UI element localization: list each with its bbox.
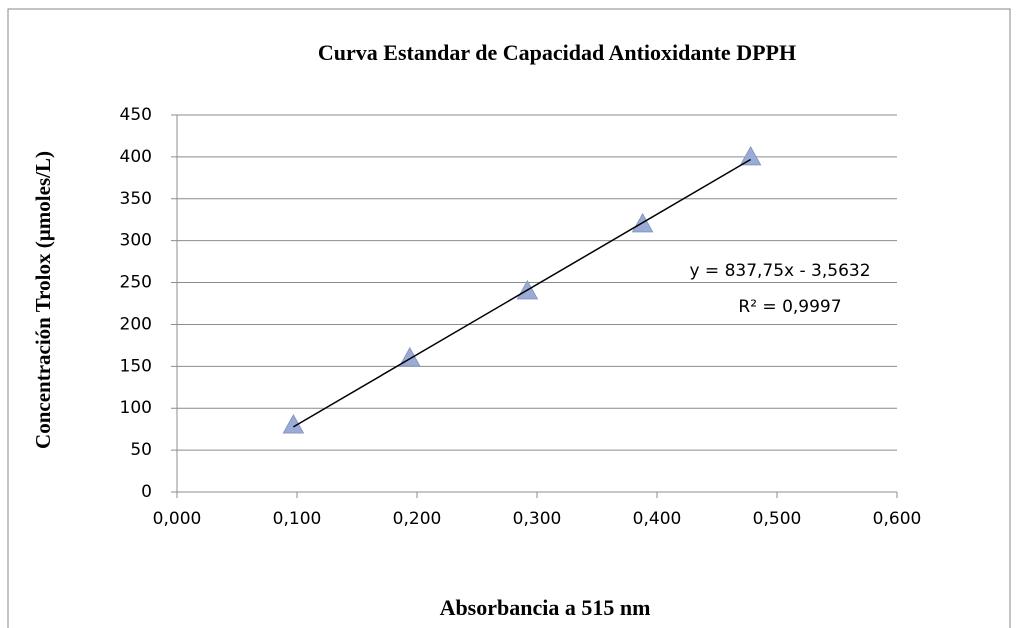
x-tick-label: 0,600: [873, 509, 922, 529]
y-tick-label: 300: [120, 231, 152, 251]
data-point: [282, 413, 305, 434]
y-tick-label: 200: [120, 314, 152, 334]
trendline-equation: y = 837,75x - 3,5632: [689, 261, 870, 281]
x-tick-label: 0,200: [393, 509, 442, 529]
y-tick-label: 250: [120, 273, 152, 293]
chart-title: Curva Estandar de Capacidad Antioxidante…: [318, 40, 796, 65]
trendline-r-squared: R² = 0,9997: [738, 297, 841, 317]
chart-border: [7, 8, 1011, 628]
y-axis-title: Concentración Trolox (µmoles/L): [31, 151, 55, 449]
y-tick-label: 50: [130, 440, 152, 460]
x-tick-label: 0,500: [753, 509, 802, 529]
x-axis-title: Absorbancia a 515 nm: [440, 595, 651, 620]
y-tick-label: 0: [141, 482, 152, 502]
x-tick-label: 0,000: [153, 509, 202, 529]
y-tick-label: 350: [120, 189, 152, 209]
y-tick-label: 450: [120, 105, 152, 125]
x-tick-label: 0,100: [273, 509, 322, 529]
y-tick-label: 150: [120, 356, 152, 376]
x-tick-label: 0,400: [633, 509, 682, 529]
trendline: [293, 158, 751, 428]
y-tick-label: 400: [120, 147, 152, 167]
x-tick-label: 0,300: [513, 509, 562, 529]
y-tick-label: 100: [120, 398, 152, 418]
data-point: [739, 145, 762, 166]
